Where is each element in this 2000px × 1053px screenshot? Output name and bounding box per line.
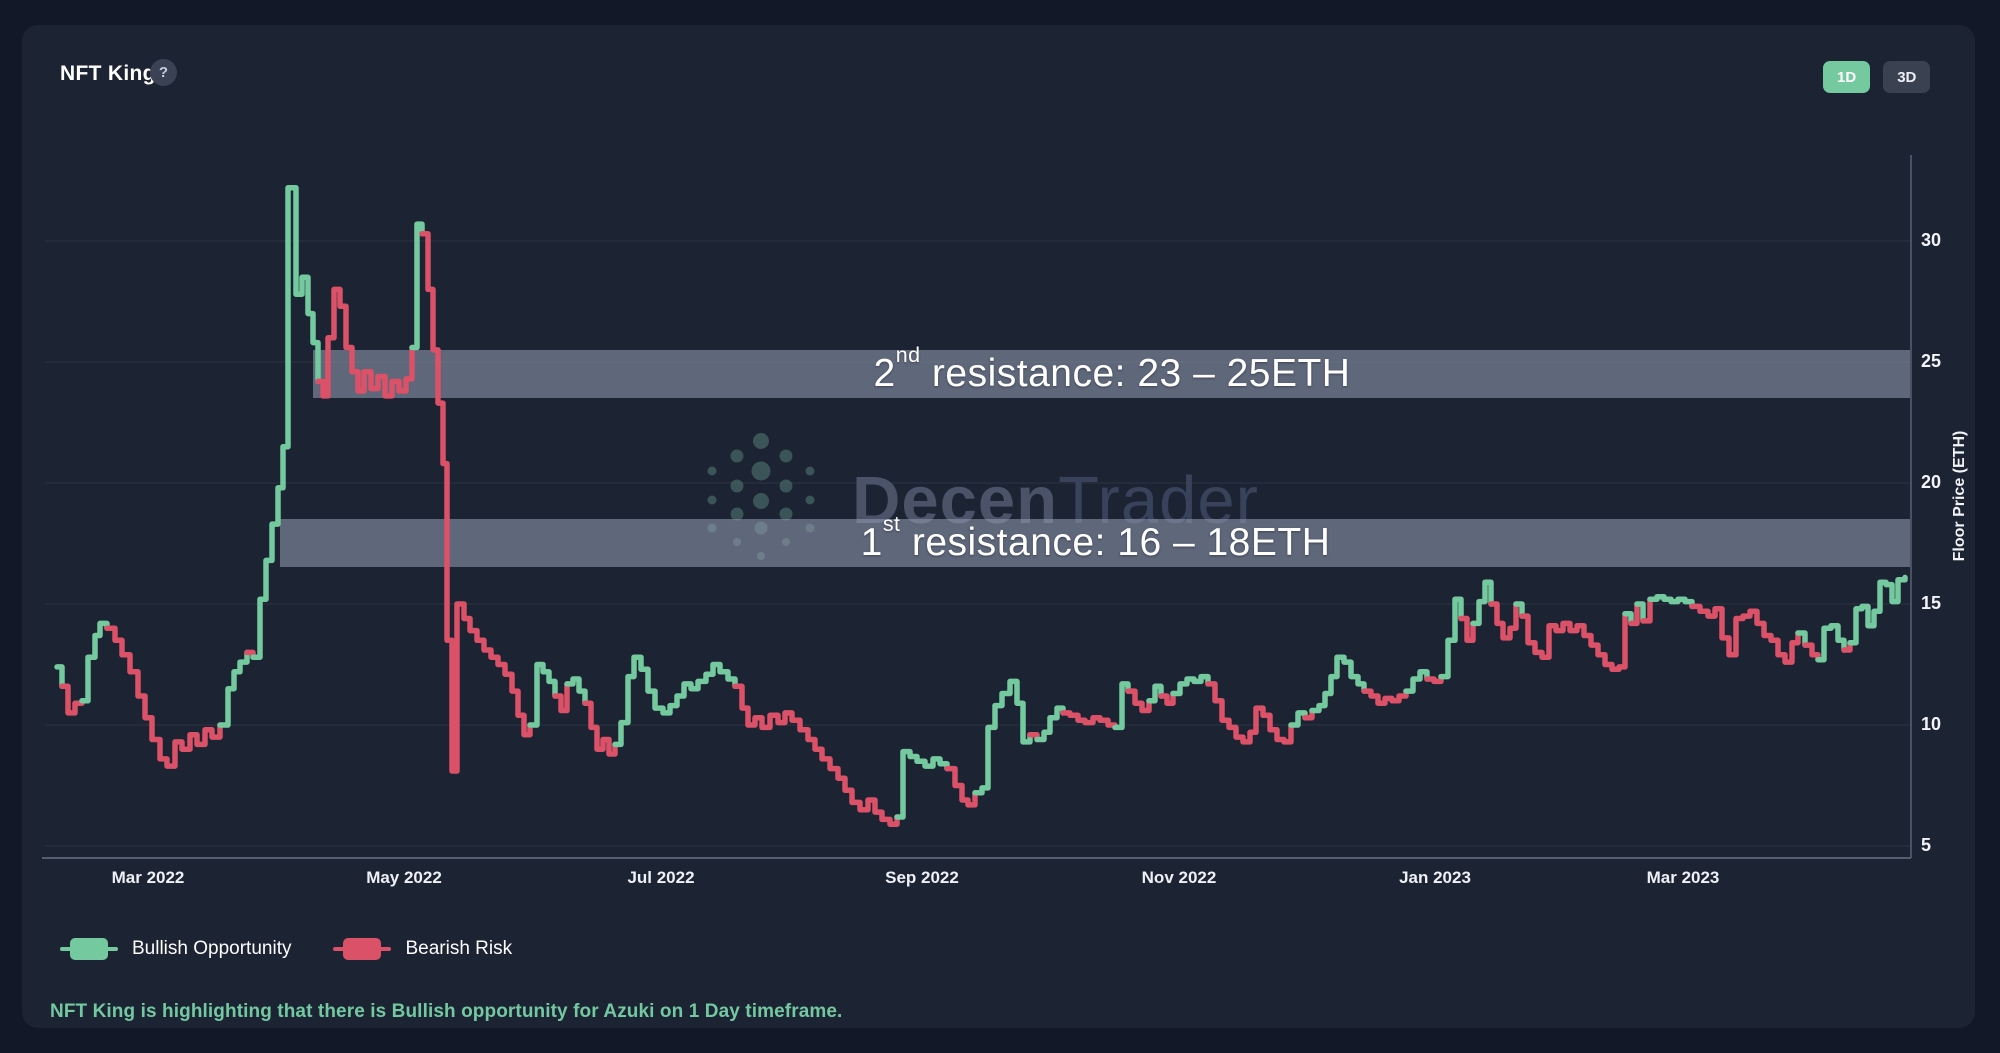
bearish-candle-swatch-icon [333, 938, 392, 960]
resistance-band-2: 2nd resistance: 23 – 25ETH [313, 343, 1911, 398]
legend-item-bearish[interactable]: Bearish Risk [333, 938, 512, 960]
y-tick-label: 5 [1921, 835, 1932, 855]
timeframe-3d-button[interactable]: 3D [1883, 61, 1931, 93]
legend-label-bullish: Bullish Opportunity [132, 938, 292, 959]
x-tick-label: May 2022 [366, 868, 442, 887]
timeframe-toggle: 1D 3D [1823, 61, 1931, 93]
resistance-band-2-label: 2nd resistance: 23 – 25ETH [873, 343, 1351, 395]
y-axis-title: Floor Price (ETH) [1951, 430, 1968, 562]
x-tick-label: Nov 2022 [1141, 868, 1217, 887]
resistance-band-1-label: 1st resistance: 16 – 18ETH [860, 512, 1331, 564]
page-title: NFT King [60, 62, 156, 85]
x-tick-label: Mar 2022 [111, 868, 185, 887]
legend-label-bearish: Bearish Risk [405, 938, 513, 959]
y-tick-label: 25 [1921, 351, 1942, 371]
y-tick-label: 10 [1921, 714, 1942, 734]
signal-note: NFT King is highlighting that there is B… [50, 1001, 843, 1022]
bullish-candle-swatch-icon [60, 938, 118, 960]
legend: Bullish Opportunity Bearish Risk [60, 938, 512, 960]
legend-item-bullish[interactable]: Bullish Opportunity [60, 938, 291, 960]
y-tick-label: 15 [1921, 593, 1942, 613]
x-tick-label: Mar 2023 [1646, 868, 1720, 887]
x-tick-label: Jan 2023 [1399, 868, 1471, 887]
y-tick-label: 30 [1921, 230, 1942, 250]
y-tick-label: 20 [1921, 472, 1942, 492]
resistance-band-1: 1st resistance: 16 – 18ETH [280, 512, 1911, 567]
timeframe-1d-button[interactable]: 1D [1823, 61, 1871, 93]
x-tick-label: Jul 2022 [627, 868, 695, 887]
x-tick-label: Sep 2022 [885, 868, 959, 887]
help-icon[interactable]: ? [150, 59, 177, 86]
